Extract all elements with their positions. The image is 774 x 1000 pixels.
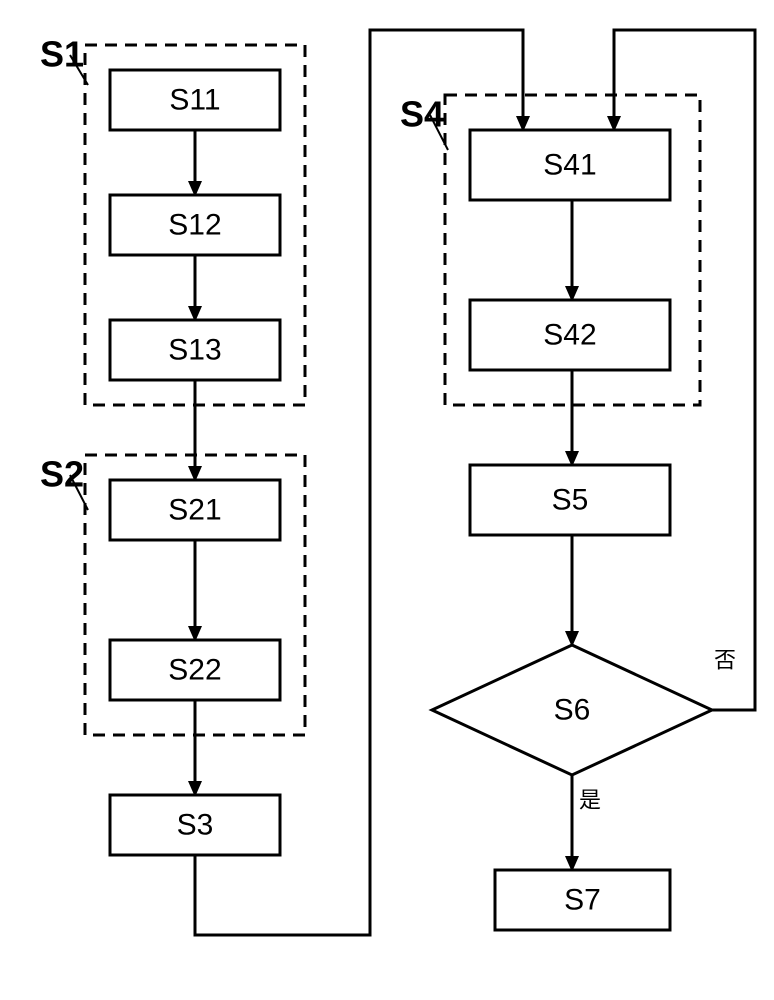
node-label-s13: S13 (168, 334, 221, 367)
node-label-s41: S41 (543, 149, 596, 182)
node-s22: S22 (110, 640, 280, 700)
node-s5: S5 (470, 465, 670, 535)
node-label-s11: S11 (169, 84, 220, 117)
branch-label-0: 否 (714, 648, 736, 673)
node-s11: S11 (110, 70, 280, 130)
node-s13: S13 (110, 320, 280, 380)
node-s12: S12 (110, 195, 280, 255)
node-s42: S42 (470, 300, 670, 370)
node-s3: S3 (110, 795, 280, 855)
node-label-s12: S12 (168, 209, 221, 242)
decision-label-s6: S6 (554, 694, 591, 727)
node-label-s42: S42 (543, 319, 596, 352)
node-label-s22: S22 (168, 654, 221, 687)
node-label-s5: S5 (552, 484, 589, 517)
node-s7: S7 (495, 870, 670, 930)
flowchart-canvas: S1S2S4S11S12S13S21S22S3S41S42S5S7S6否是 (0, 0, 774, 1000)
node-s41: S41 (470, 130, 670, 200)
node-label-s7: S7 (564, 884, 601, 917)
node-label-s21: S21 (168, 494, 221, 527)
node-label-s3: S3 (177, 809, 214, 842)
branch-label-1: 是 (579, 788, 601, 813)
node-s21: S21 (110, 480, 280, 540)
decision-s6: S6 (432, 645, 712, 775)
